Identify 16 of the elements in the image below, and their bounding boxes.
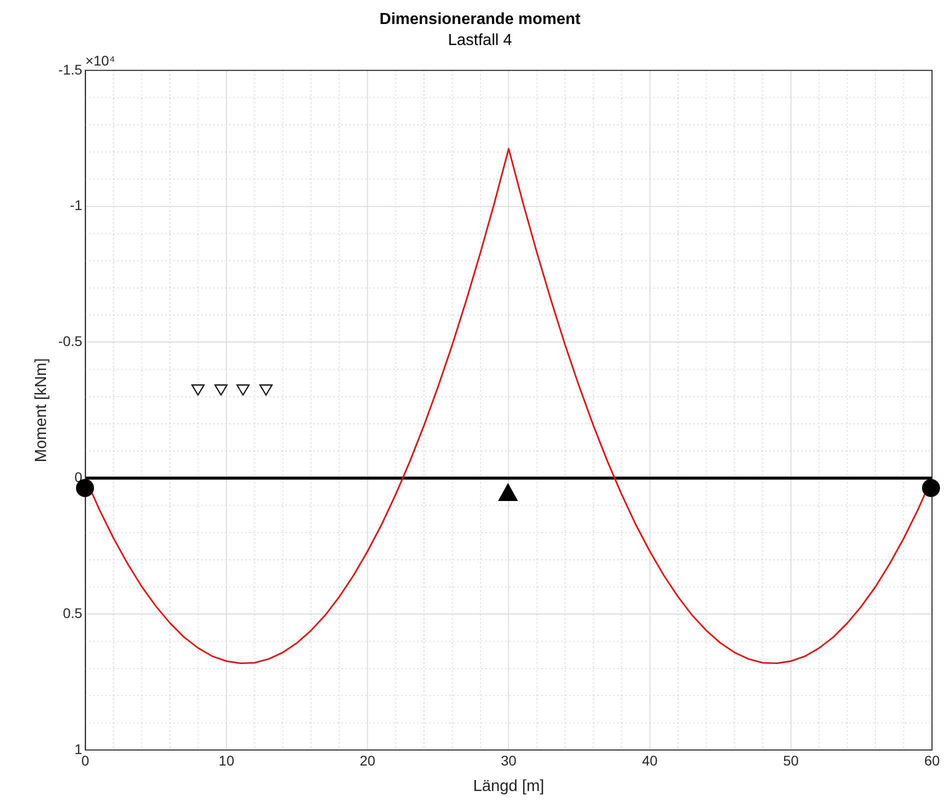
x-tick-label: 30: [500, 752, 517, 768]
y-tick-label: 1: [74, 740, 83, 757]
text: ×10⁴: [85, 52, 116, 68]
y-tick-label: -0.5: [58, 333, 83, 350]
y-tick-label: 0.5: [62, 604, 83, 621]
chart-subtitle: Lastfall 4: [448, 32, 512, 50]
x-tick-label: 40: [642, 752, 658, 768]
x-tick-label: 50: [783, 752, 799, 768]
x-tick-label: 60: [924, 752, 940, 768]
x-tick-label: 10: [218, 752, 234, 768]
x-axis-title: Längd [m]: [473, 778, 544, 795]
y-tick-label: -1: [70, 197, 83, 214]
x-tick-label: 20: [360, 752, 376, 768]
y-tick-label: -1.5: [58, 61, 83, 78]
y-axis-title: Moment [kNm]: [33, 358, 50, 462]
chart-title: Dimensionerande moment: [380, 11, 582, 28]
